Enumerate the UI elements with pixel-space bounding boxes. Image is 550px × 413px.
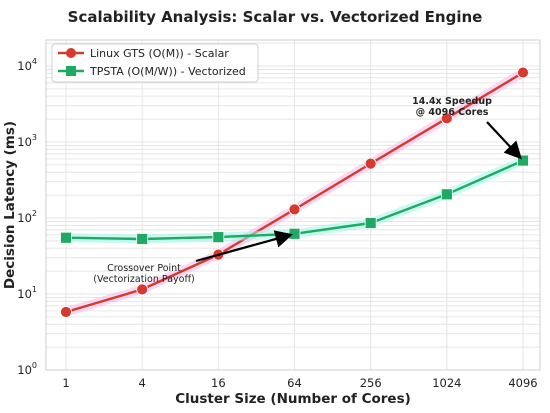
x-tick-label: 256 <box>360 376 382 390</box>
x-axis-ticks: 1 4 16 64 256 1024 4096 <box>62 376 537 390</box>
x-tick-label: 4096 <box>508 376 537 390</box>
data-point <box>440 112 453 125</box>
annotation-text: Crossover Point <box>107 263 181 274</box>
data-point <box>288 227 301 240</box>
data-point <box>288 203 301 216</box>
annotation-text: @ 4096 Cores <box>416 107 489 118</box>
data-point <box>60 231 72 244</box>
series-1 <box>60 154 529 245</box>
y-tick-label: 101 <box>17 285 37 301</box>
data-point <box>517 154 529 167</box>
y-tick-label: 102 <box>17 209 37 225</box>
data-point <box>364 217 377 229</box>
x-tick-label: 4 <box>139 376 146 390</box>
annotation-text: 14.4x Speedup <box>412 96 492 107</box>
plot-frame <box>45 39 541 371</box>
data-point <box>517 66 529 79</box>
y-tick-label: 103 <box>17 133 37 149</box>
x-tick-label: 1024 <box>432 376 461 390</box>
legend-marker-scalar <box>66 48 76 58</box>
legend: Linux GTS (O(M)) - Scalar TPSTA (O(M/W))… <box>51 43 259 83</box>
legend-label-vectorized: TPSTA (O(M/W)) - Vectorized <box>89 65 246 78</box>
legend-marker-vectorized <box>66 66 76 76</box>
x-tick-label: 64 <box>287 376 302 390</box>
y-tick-label: 100 <box>17 361 37 377</box>
y-tick-label: 104 <box>17 57 37 73</box>
chart-title: Scalability Analysis: Scalar vs. Vectori… <box>68 8 483 26</box>
x-tick-label: 1 <box>62 376 69 390</box>
x-axis-label: Cluster Size (Number of Cores) <box>175 391 411 407</box>
annotation-arrow <box>195 230 293 263</box>
data-point <box>136 233 149 245</box>
annotation-text: (Vectorization Payoff) <box>93 274 194 285</box>
series-layer <box>60 66 529 318</box>
data-point <box>136 283 149 296</box>
y-axis-label: Decision Latency (ms) <box>2 121 18 289</box>
series-0 <box>60 66 529 318</box>
y-axis-ticks: 100 101 102 103 104 <box>17 57 37 377</box>
data-point <box>440 188 453 201</box>
annotation-layer: Crossover Point(Vectorization Payoff) 14.… <box>93 96 522 285</box>
data-point <box>212 231 225 244</box>
x-tick-label: 16 <box>211 376 226 390</box>
annotation-arrow <box>486 121 522 160</box>
legend-label-scalar: Linux GTS (O(M)) - Scalar <box>90 47 229 60</box>
data-point <box>364 157 377 170</box>
legend-box <box>51 43 259 83</box>
data-point <box>60 306 72 318</box>
